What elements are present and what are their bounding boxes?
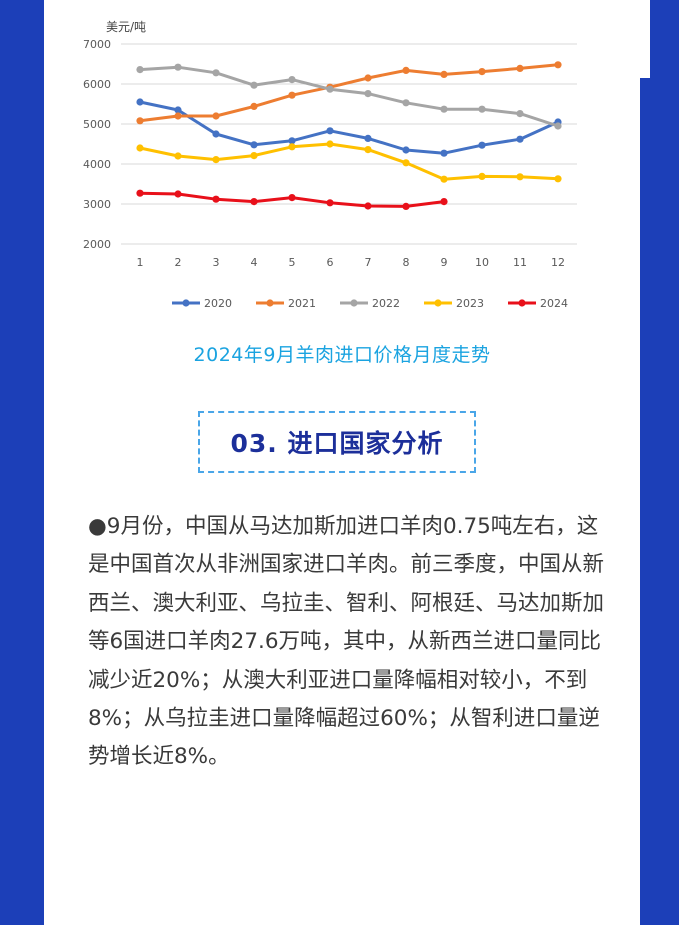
y-tick-label: 4000	[83, 158, 111, 171]
data-point-2021	[250, 102, 258, 110]
data-point-2020	[136, 98, 144, 106]
data-point-2021	[516, 64, 524, 72]
x-tick-label: 9	[441, 256, 448, 269]
legend-marker-2024	[518, 299, 526, 307]
body-paragraph: ●9月份，中国从马达加斯加进口羊肉0.75吨左右，这是中国首次从非洲国家进口羊肉…	[88, 514, 605, 770]
data-point-2023	[212, 156, 220, 164]
legend-label-2020: 2020	[204, 297, 232, 310]
data-point-2020	[516, 135, 524, 143]
x-tick-label: 5	[289, 256, 296, 269]
data-point-2023	[288, 143, 296, 151]
data-point-2023	[478, 172, 486, 180]
chart-caption: 2024年9月羊肉进口价格月度走势	[193, 344, 491, 366]
data-point-2022	[136, 66, 144, 74]
data-point-2020	[326, 127, 334, 135]
data-point-2021	[554, 61, 562, 69]
data-point-2024	[402, 202, 410, 210]
data-point-2023	[136, 144, 144, 152]
legend-marker-2022	[350, 299, 358, 307]
x-tick-label: 3	[213, 256, 220, 269]
left-blue-border	[0, 0, 44, 925]
data-point-2024	[364, 202, 372, 210]
legend-marker-2021	[266, 299, 274, 307]
x-tick-label: 4	[251, 256, 258, 269]
data-point-2021	[136, 117, 144, 125]
series-line-2023	[139, 142, 559, 181]
data-point-2024	[250, 198, 258, 206]
x-tick-label: 7	[365, 256, 372, 269]
data-point-2022	[402, 99, 410, 107]
x-tick-label: 2	[175, 256, 182, 269]
data-point-2020	[288, 137, 296, 145]
data-point-2020	[478, 141, 486, 149]
y-tick-label: 2000	[83, 238, 111, 251]
data-point-2024	[212, 195, 220, 203]
x-tick-label: 10	[475, 256, 489, 269]
data-point-2022	[478, 105, 486, 113]
data-point-2022	[212, 69, 220, 77]
series-line-2022	[139, 65, 559, 128]
data-point-2023	[364, 146, 372, 154]
data-point-2021	[212, 112, 220, 120]
data-point-2023	[174, 152, 182, 160]
x-tick-label: 6	[327, 256, 334, 269]
legend-label-2024: 2024	[540, 297, 568, 310]
data-point-2020	[250, 141, 258, 149]
legend-label-2022: 2022	[372, 297, 400, 310]
data-point-2023	[516, 173, 524, 181]
data-point-2024	[440, 198, 448, 206]
legend-marker-2020	[182, 299, 190, 307]
data-point-2022	[288, 76, 296, 84]
data-point-2021	[402, 66, 410, 74]
series-line-2021	[139, 63, 559, 123]
data-point-2023	[250, 152, 258, 160]
y-tick-label: 7000	[83, 38, 111, 51]
data-point-2020	[402, 146, 410, 154]
data-point-2020	[212, 130, 220, 138]
data-point-2022	[440, 105, 448, 113]
y-axis-label: 美元/吨	[106, 20, 146, 34]
legend-marker-2023	[434, 299, 442, 307]
x-tick-label: 11	[513, 256, 527, 269]
data-point-2020	[364, 134, 372, 142]
data-point-2021	[288, 91, 296, 99]
data-point-2024	[288, 194, 296, 202]
data-point-2022	[364, 90, 372, 98]
y-tick-label: 5000	[83, 118, 111, 131]
right-border-notch	[640, 0, 650, 78]
x-tick-label: 1	[137, 256, 144, 269]
y-tick-label: 3000	[83, 198, 111, 211]
data-point-2022	[250, 81, 258, 89]
data-point-2022	[174, 63, 182, 71]
data-point-2023	[402, 159, 410, 167]
data-point-2024	[174, 190, 182, 198]
section-heading-box: 03. 进口国家分析	[198, 411, 476, 473]
data-point-2022	[326, 85, 334, 93]
data-point-2022	[516, 110, 524, 118]
data-point-2024	[136, 189, 144, 197]
right-blue-border	[640, 0, 679, 925]
section-title: 03. 进口国家分析	[230, 429, 444, 458]
y-tick-label: 6000	[83, 78, 111, 91]
data-point-2023	[440, 175, 448, 183]
data-point-2022	[554, 122, 562, 130]
data-point-2023	[326, 140, 334, 148]
data-point-2020	[440, 149, 448, 157]
series-line-2020	[139, 100, 559, 155]
data-point-2021	[478, 68, 486, 76]
legend-label-2023: 2023	[456, 297, 484, 310]
data-point-2021	[440, 70, 448, 78]
x-tick-label: 12	[551, 256, 565, 269]
content-panel: 美元/吨 2000 3000 4000 5000 6000 7000 1 2 3 4 5 6 7 8 9 10 1…	[44, 0, 640, 925]
data-point-2024	[326, 199, 334, 207]
data-point-2020	[174, 106, 182, 114]
legend-label-2021: 2021	[288, 297, 316, 310]
data-point-2023	[554, 175, 562, 183]
data-point-2021	[364, 74, 372, 82]
data-point-2021	[174, 112, 182, 120]
x-tick-label: 8	[403, 256, 410, 269]
